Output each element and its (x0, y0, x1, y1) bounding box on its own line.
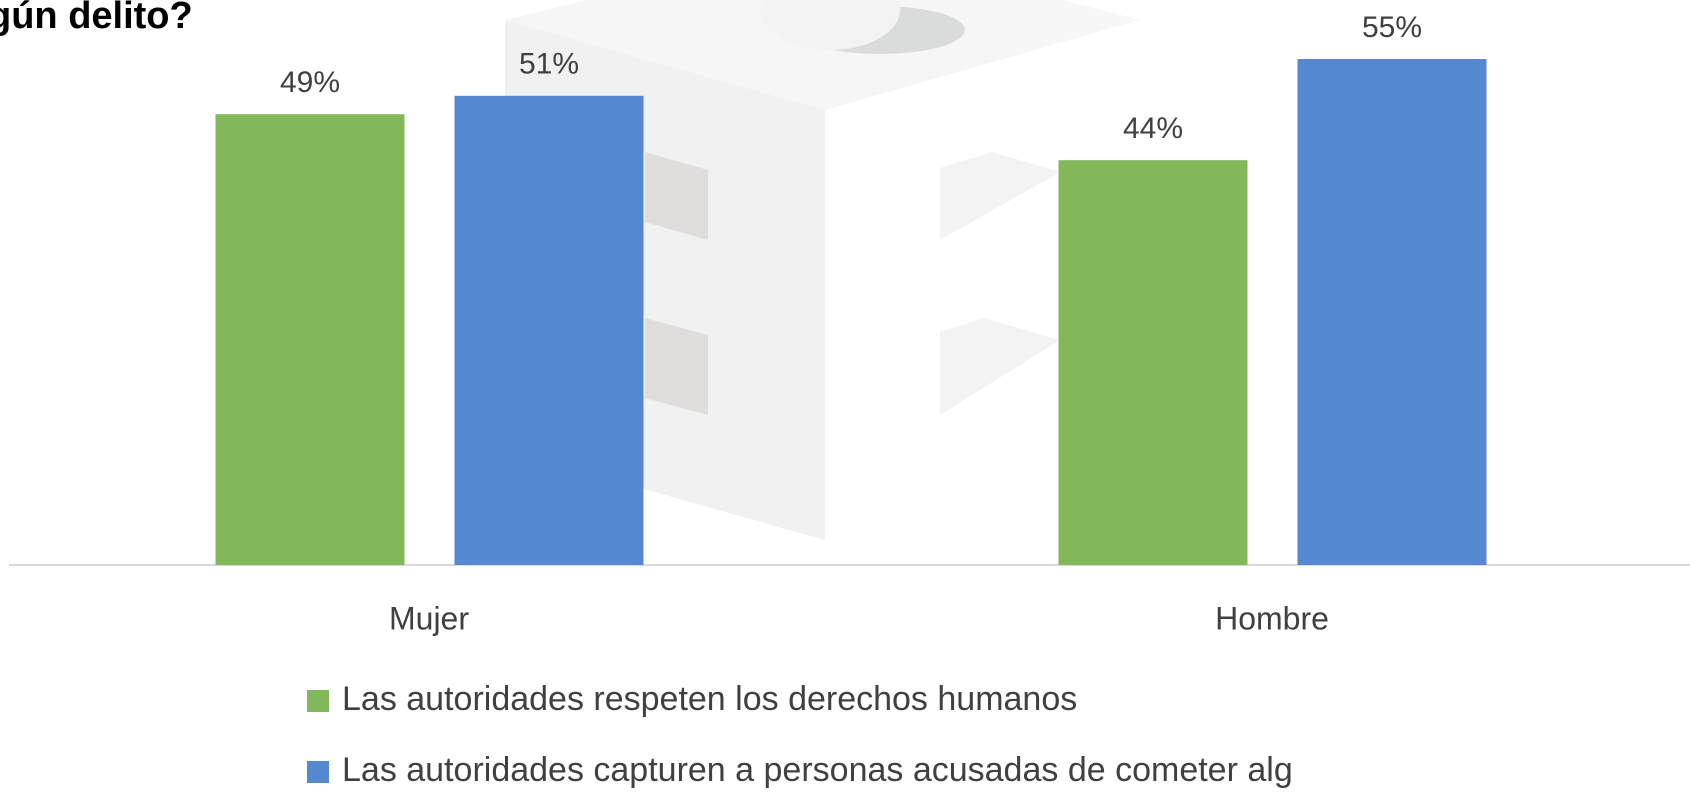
bar (215, 114, 405, 565)
bar (1058, 160, 1248, 565)
legend-swatch (307, 690, 329, 712)
legend-label: Las autoridades capturen a personas acus… (342, 751, 1293, 789)
data-label: 44% (1123, 112, 1183, 145)
chart-title: gún delito? (0, 0, 193, 37)
bar (454, 95, 644, 566)
data-label: 51% (519, 48, 579, 81)
legend-swatch (307, 761, 329, 783)
x-tick-label: Mujer (389, 600, 469, 636)
x-tick-label: Hombre (1215, 600, 1329, 636)
data-label: 49% (280, 66, 340, 99)
data-label: 55% (1362, 11, 1422, 44)
bar (1297, 59, 1487, 565)
legend-label: Las autoridades respeten los derechos hu… (342, 680, 1077, 718)
